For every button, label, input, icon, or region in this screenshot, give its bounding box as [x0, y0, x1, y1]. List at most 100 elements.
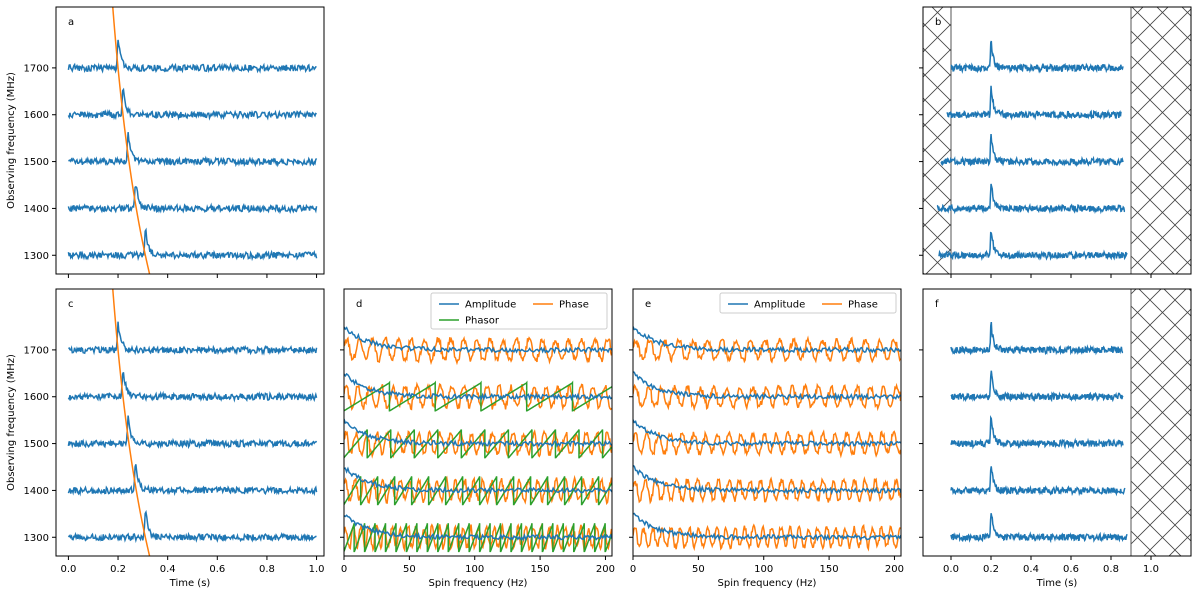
panel-label: e [645, 299, 651, 310]
time-series-trace [950, 414, 1124, 450]
x-tick-label: 200 [596, 564, 615, 575]
x-tick-label: 0.4 [1023, 564, 1039, 575]
x-tick-label: 0.0 [943, 564, 959, 575]
y-tick-label: 1700 [24, 63, 49, 74]
time-series-trace [67, 87, 317, 121]
legend-label: Phase [559, 300, 589, 311]
phasor-trace [344, 523, 612, 553]
phase-trace [344, 381, 612, 413]
phase-trace [633, 382, 901, 412]
y-tick-label: 1400 [24, 204, 49, 215]
phase-trace [344, 429, 612, 459]
time-series-trace [67, 464, 318, 497]
y-tick-label: 1600 [24, 110, 49, 121]
x-axis-label: Spin frequency (Hz) [718, 578, 817, 589]
x-tick-label: 50 [403, 564, 416, 575]
legend-box [719, 292, 897, 314]
y-tick-label: 1300 [24, 533, 49, 544]
panel-a: 1300 1400 1500 1600 1700 Observing frequency … [6, 6, 325, 278]
panel-label: c [68, 299, 74, 310]
x-tick-label: 50 [692, 564, 705, 575]
time-series-trace [67, 509, 317, 544]
amplitude-trace [633, 371, 901, 401]
amplitude-trace [344, 514, 612, 542]
time-series-trace [936, 183, 1126, 215]
time-series-trace [67, 39, 317, 74]
panel-f: 0.0 0.2 0.4 0.6 0.8 1.0 Time (s) f [919, 288, 1192, 589]
x-tick-label: 150 [820, 564, 839, 575]
time-series-trace [68, 132, 318, 168]
amplitude-trace [633, 419, 901, 448]
time-series-trace [67, 185, 318, 215]
x-tick-label: 0.2 [110, 564, 126, 575]
amplitude-trace [633, 464, 901, 496]
legend: Amplitude Phase [719, 292, 897, 314]
hatch-region [1131, 289, 1191, 556]
x-tick-label: 0.6 [209, 564, 225, 575]
hatch-region [923, 7, 951, 274]
time-series-trace [946, 85, 1122, 121]
panel-label: a [68, 17, 74, 28]
y-tick-label: 1700 [24, 345, 49, 356]
x-tick-label: 0 [630, 564, 636, 575]
legend-label: Amplitude [754, 300, 805, 311]
y-tick-label: 1400 [24, 486, 49, 497]
amplitude-trace [633, 326, 901, 354]
panel-c: 0.0 0.2 0.4 0.6 0.8 1.0 1300 1400 1500 1600 1700 Ti… [6, 288, 325, 589]
x-tick-label: 150 [531, 564, 550, 575]
axes-frame [55, 288, 325, 557]
time-series-trace [67, 227, 318, 262]
x-tick-label: 1.0 [1143, 564, 1159, 575]
time-series-trace [950, 466, 1126, 497]
panel-d: 0 50 100 150 200 Spin frequency (Hz) d Amplitud… [340, 288, 615, 589]
axes-frame [343, 288, 613, 557]
panel-label: b [935, 17, 941, 28]
x-tick-label: 0.8 [1103, 564, 1119, 575]
x-tick-label: 0.0 [60, 564, 76, 575]
x-tick-label: 1.0 [309, 564, 325, 575]
dispersion-sweep-line [112, 289, 151, 556]
panel-label: d [356, 299, 362, 310]
time-series-trace [940, 134, 1124, 168]
amplitude-trace [344, 466, 612, 495]
panel-label: f [935, 299, 939, 310]
x-tick-label: 0.2 [983, 564, 999, 575]
legend: Amplitude Phasor Phase [430, 292, 608, 330]
x-tick-label: 0.6 [1063, 564, 1079, 575]
axes-frame [922, 6, 1192, 275]
time-series-trace [67, 415, 318, 450]
legend-box [430, 292, 608, 330]
panel-b: b [919, 6, 1192, 278]
y-axis-label: Observing frequency (MHz) [6, 72, 17, 209]
dispersion-sweep-line [112, 7, 151, 274]
time-series-trace [938, 231, 1128, 262]
legend-label: Amplitude [465, 300, 516, 311]
y-tick-label: 1500 [24, 439, 49, 450]
y-tick-label: 1600 [24, 392, 49, 403]
hatch-region [1131, 7, 1191, 274]
phase-trace [633, 475, 901, 505]
phase-trace [633, 335, 901, 364]
time-series-trace [67, 321, 318, 356]
x-tick-label: 0.8 [259, 564, 275, 575]
x-axis-label: Spin frequency (Hz) [429, 578, 528, 589]
axes-frame [922, 288, 1192, 557]
x-axis-label: Time (s) [1036, 578, 1078, 589]
phase-trace [633, 523, 901, 552]
time-series-trace [950, 40, 1124, 74]
x-tick-label: 100 [465, 564, 484, 575]
time-series-trace [67, 371, 318, 403]
time-series-trace [950, 321, 1124, 356]
y-tick-label: 1500 [24, 157, 49, 168]
x-axis-label: Time (s) [169, 578, 211, 589]
axes-frame [632, 288, 902, 557]
phasor-trace [344, 380, 612, 412]
amplitude-trace [344, 372, 612, 402]
legend-label: Phase [848, 300, 878, 311]
x-tick-label: 0 [341, 564, 347, 575]
x-tick-label: 200 [885, 564, 904, 575]
legend-label: Phasor [465, 316, 500, 327]
y-axis-label: Observing frequency (MHz) [6, 354, 17, 491]
time-series-trace [950, 513, 1128, 544]
